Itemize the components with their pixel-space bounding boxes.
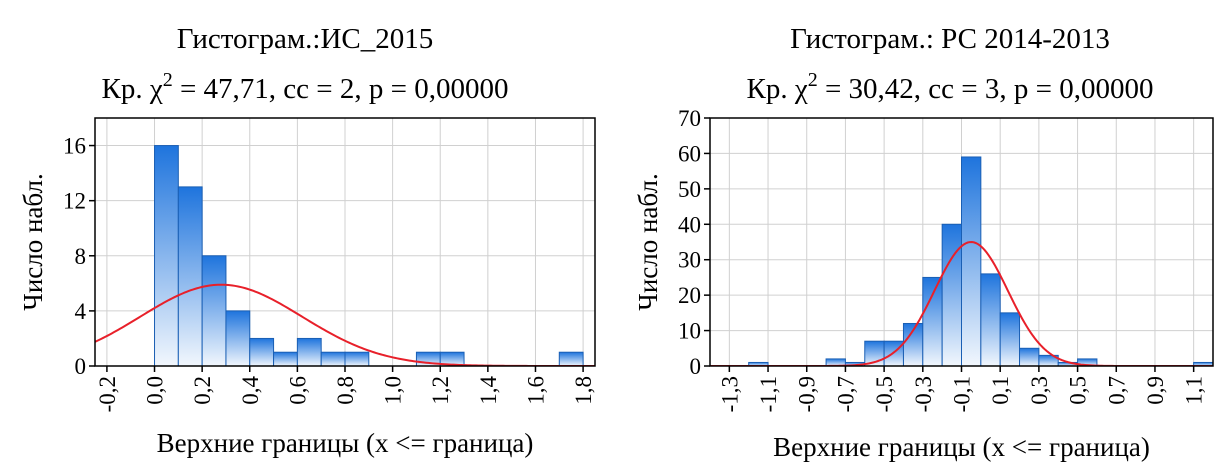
- x-tick-label: 1,8: [571, 376, 596, 405]
- histogram-bar: [177, 186, 203, 367]
- x-tick-label: 1,4: [476, 376, 501, 405]
- y-tick-label: 40: [678, 212, 701, 237]
- x-tick-label: -1,1: [756, 376, 781, 412]
- histogram-chart-ic2015: Гистограм.:ИС_2015 Кр. χ2 = 47,71, сс = 2…: [18, 23, 596, 458]
- histogram-bar: [154, 145, 179, 367]
- x-tick-label: 0,9: [1143, 376, 1168, 405]
- x-tick-label: -0,7: [833, 376, 858, 412]
- histogram-panel-right: Гистограм.: РС 2014-2013 Кр. χ2 = 30,42, …: [615, 0, 1230, 463]
- x-tick-label: 0,2: [190, 376, 215, 405]
- x-tick-label: -0,1: [950, 376, 975, 412]
- x-tick-label: 0,7: [1104, 376, 1129, 405]
- x-axis-label: Верхние границы (x <= граница): [773, 432, 1150, 462]
- histogram-bar: [320, 351, 346, 367]
- y-tick-label: 30: [678, 248, 701, 273]
- histogram-bar: [922, 276, 943, 367]
- histogram-bar: [558, 351, 584, 367]
- y-tick-label: 8: [75, 244, 87, 269]
- y-tick-label: 12: [63, 189, 86, 214]
- x-tick-label: 0,4: [238, 376, 263, 405]
- histogram-bar: [999, 312, 1021, 367]
- histogram-bar: [201, 255, 227, 367]
- x-tick-label: 0,0: [143, 376, 168, 405]
- y-axis-label: Число набл.: [18, 173, 48, 310]
- x-tick-label: 1,1: [1182, 376, 1207, 405]
- chart-subtitle: Кр. χ2 = 30,42, сс = 3, р = 0,00000: [746, 69, 1153, 105]
- x-tick-label: 0,6: [285, 376, 310, 405]
- histogram-bars: [748, 156, 1214, 367]
- histogram-bar: [273, 351, 298, 367]
- histogram-bar: [961, 156, 982, 367]
- histogram-bars: [154, 145, 584, 367]
- y-tick-label: 16: [63, 134, 86, 159]
- y-tick-label: 0: [690, 354, 702, 379]
- y-tick-label: 20: [678, 283, 701, 308]
- y-tick-label: 50: [678, 177, 701, 202]
- x-tick-label: 1,0: [381, 376, 406, 405]
- y-tick-label: 60: [678, 141, 701, 166]
- histogram-bar: [249, 337, 275, 367]
- x-tick-label: 0,3: [1027, 376, 1052, 405]
- x-tick-label: -0,5: [872, 376, 897, 412]
- y-tick-label: 4: [75, 299, 87, 324]
- chart-title: Гистограм.: РС 2014-2013: [790, 23, 1110, 55]
- x-tick-label: 0,8: [333, 376, 358, 405]
- x-tick-label: 0,5: [1066, 376, 1091, 405]
- x-tick-label: -1,3: [717, 376, 742, 412]
- y-axis-label: Число набл.: [633, 173, 663, 310]
- y-tick-label: 10: [678, 319, 701, 344]
- histogram-bar: [344, 351, 370, 367]
- chart-subtitle: Кр. χ2 = 47,71, сс = 2, р = 0,00000: [101, 69, 508, 105]
- histogram-bar: [941, 223, 962, 367]
- x-tick-label: -0,2: [95, 376, 120, 412]
- histogram-panel-left: Гистограм.:ИС_2015 Кр. χ2 = 47,71, сс = 2…: [0, 0, 610, 463]
- histogram-bar: [1019, 347, 1040, 367]
- x-axis-label: Верхние границы (x <= граница): [157, 428, 534, 458]
- histogram-chart-rc2014-2013: Гистограм.: РС 2014-2013 Кр. χ2 = 30,42, …: [633, 23, 1214, 462]
- x-tick-label: -0,9: [795, 376, 820, 412]
- histogram-bar: [296, 337, 322, 367]
- histogram-bar: [980, 273, 1001, 367]
- y-tick-label: 70: [678, 106, 701, 131]
- x-tick-label: 0,1: [988, 376, 1013, 405]
- histogram-bar: [225, 310, 251, 367]
- x-tick-label: -0,3: [911, 376, 936, 412]
- x-tick-label: 1,6: [523, 376, 548, 405]
- x-tick-label: 1,2: [428, 376, 453, 405]
- y-tick-label: 0: [75, 354, 87, 379]
- chart-title: Гистограм.:ИС_2015: [177, 23, 434, 55]
